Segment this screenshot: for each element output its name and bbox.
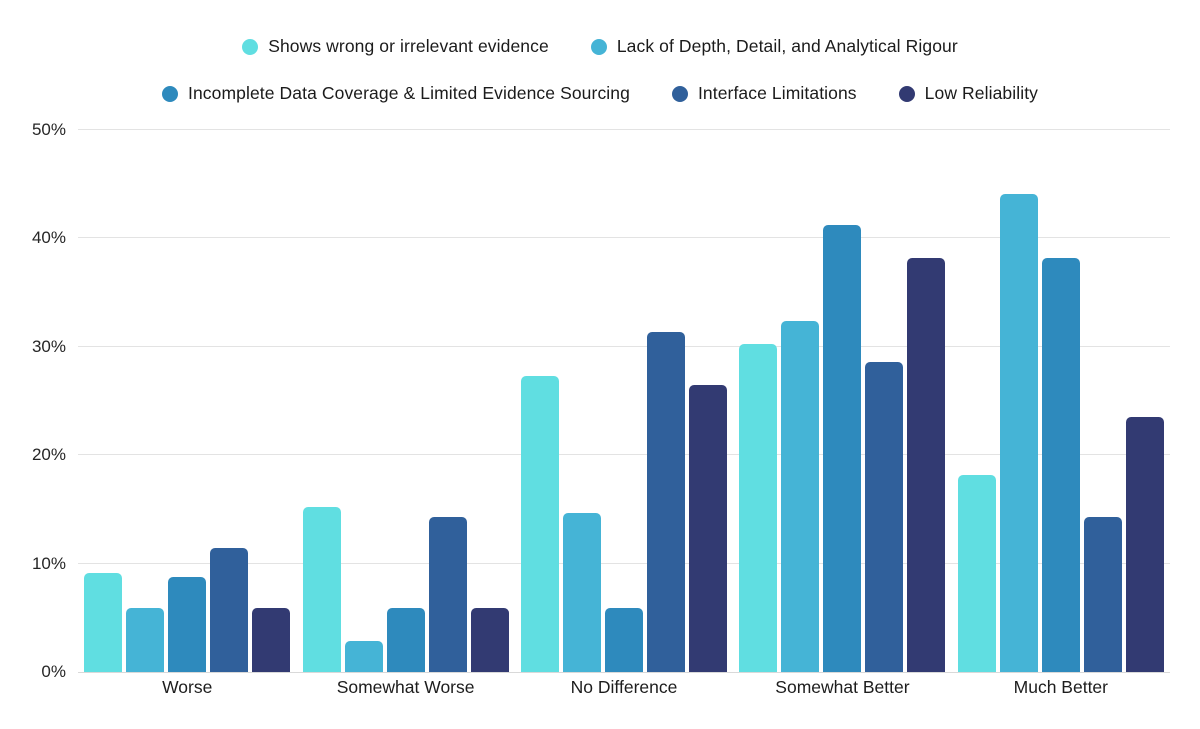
bar: [907, 257, 946, 672]
chart-legend-row-2: Incomplete Data Coverage & Limited Evide…: [0, 83, 1200, 104]
bar: [739, 343, 778, 672]
x-category-label: Much Better: [1013, 677, 1108, 697]
legend-dot-icon: [671, 85, 688, 102]
bar-group: [952, 130, 1170, 672]
bar: [1125, 417, 1164, 672]
legend-item-label: Incomplete Data Coverage & Limited Evide…: [187, 83, 630, 103]
legend-item-label: Low Reliability: [924, 83, 1039, 103]
bar: [126, 608, 165, 672]
legend-dot-icon: [590, 38, 607, 55]
y-tick-label: 10%: [31, 553, 66, 573]
x-category-label: Somewhat Worse: [336, 677, 475, 697]
bar: [210, 548, 249, 672]
legend-item: Lack of Depth, Detail, and Analytical Ri…: [590, 36, 958, 57]
y-tick-label: 30%: [31, 336, 66, 356]
legend-item-label: Shows wrong or irrelevant evidence: [268, 36, 549, 56]
gridline: [78, 454, 1170, 456]
bar-group: [733, 130, 951, 672]
gridline: [78, 345, 1170, 347]
legend-item: Low Reliability: [898, 83, 1039, 104]
bar: [84, 573, 123, 672]
gridline: [78, 129, 1170, 130]
bar: [470, 608, 509, 672]
legend-item-label: Lack of Depth, Detail, and Analytical Ri…: [616, 36, 958, 56]
plot-area: [78, 129, 1170, 673]
bar: [386, 608, 425, 672]
bar: [999, 193, 1038, 672]
x-category-label: No Difference: [570, 677, 678, 697]
legend-item: Incomplete Data Coverage & Limited Evide…: [161, 83, 630, 104]
legend-item-label: Interface Limitations: [697, 83, 857, 103]
legend-dot-icon: [161, 85, 178, 102]
bar-group: [296, 130, 514, 672]
legend-item: Shows wrong or irrelevant evidence: [242, 36, 549, 57]
bar: [521, 376, 560, 672]
y-tick-label: 40%: [31, 228, 66, 248]
bar: [563, 512, 602, 672]
bar: [647, 331, 686, 672]
bar: [689, 384, 728, 672]
bar: [1041, 257, 1080, 672]
y-tick-label: 50%: [31, 120, 66, 139]
x-category-label: Somewhat Better: [775, 677, 910, 697]
bars-container: [78, 130, 1170, 672]
bar: [428, 517, 467, 672]
bar: [957, 474, 996, 672]
legend-item: Interface Limitations: [671, 83, 857, 104]
bar: [865, 361, 904, 672]
y-tick-label: 20%: [31, 445, 66, 465]
bar-group: [78, 130, 296, 672]
bar: [823, 225, 862, 672]
gridline: [78, 562, 1170, 564]
bar: [168, 576, 207, 672]
bar-group: [515, 130, 733, 672]
x-category-label: Worse: [162, 677, 213, 697]
bar: [302, 507, 341, 672]
y-axis-labels: 0% 10% 20% 30% 40% 50%: [0, 120, 66, 681]
legend-dot-icon: [242, 38, 259, 55]
y-tick-label: 0%: [41, 662, 66, 681]
bar: [1083, 517, 1122, 672]
gridline: [78, 237, 1170, 239]
legend-dot-icon: [898, 85, 915, 102]
chart-legend-row-1: Shows wrong or irrelevant evidence Lack o…: [0, 36, 1200, 57]
bar: [605, 608, 644, 672]
bar: [781, 320, 820, 672]
bar: [344, 640, 383, 672]
bar: [252, 608, 291, 672]
x-axis-labels: Worse Somewhat Worse No Difference Somewhat…: [78, 677, 1170, 698]
